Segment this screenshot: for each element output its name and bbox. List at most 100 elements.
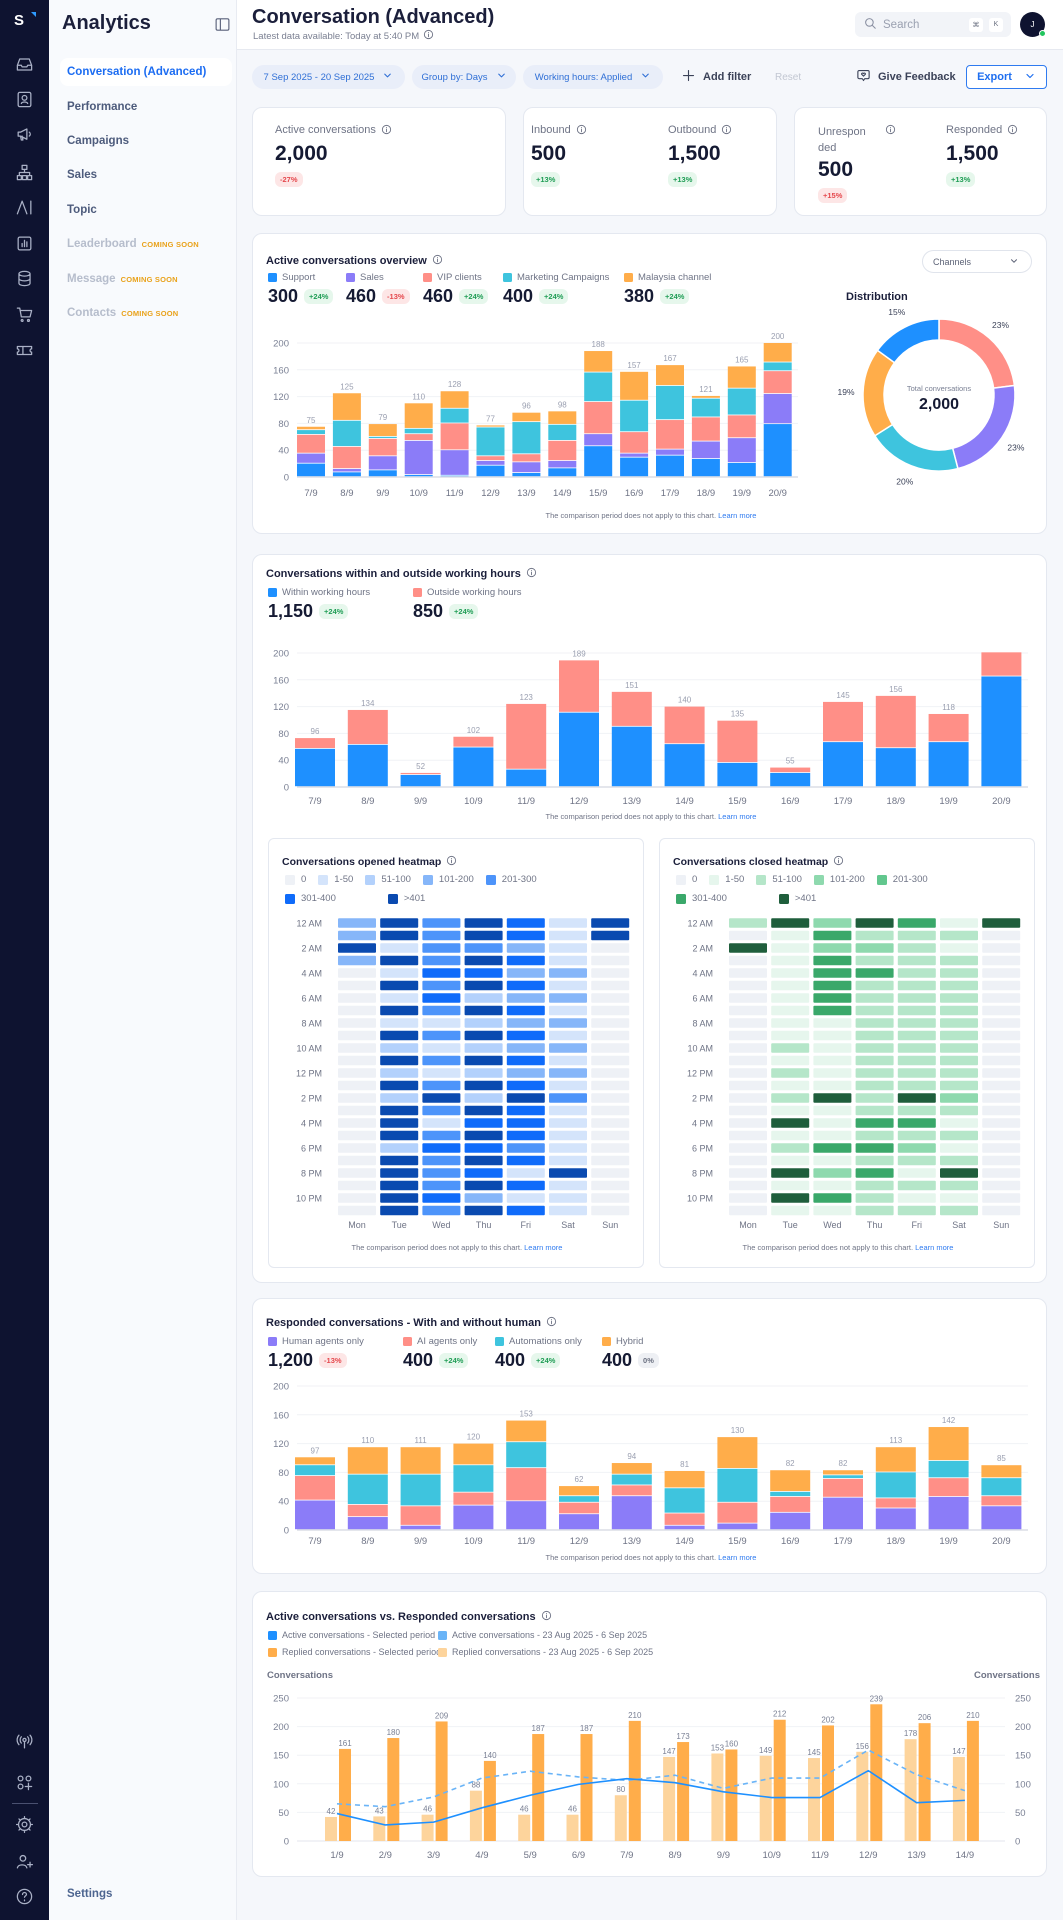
- heatmap-cell[interactable]: [940, 980, 978, 991]
- heatmap-cell[interactable]: [338, 1018, 376, 1028]
- heatmap-cell[interactable]: [940, 1143, 978, 1153]
- bar-segment-hybrid[interactable]: [347, 1447, 388, 1474]
- heatmap-cell[interactable]: [897, 1055, 936, 1066]
- bar-segment-sales[interactable]: [368, 456, 397, 470]
- channels-dropdown[interactable]: Channels: [922, 250, 1032, 273]
- info-icon-wrap[interactable]: [446, 855, 457, 869]
- bar-segment-ai-agents-only[interactable]: [453, 1492, 494, 1505]
- bar-replied-previous[interactable]: [373, 1816, 386, 1841]
- heatmap-cell[interactable]: [506, 955, 545, 966]
- heatmap-cell[interactable]: [982, 1143, 1021, 1153]
- heatmap-cell[interactable]: [855, 1030, 894, 1041]
- info-icon-wrap[interactable]: [576, 124, 587, 138]
- learn-more-link[interactable]: Learn more: [718, 1553, 757, 1562]
- working-hours-filter[interactable]: Working hours: Applied: [523, 65, 663, 89]
- heatmap-cell[interactable]: [506, 1018, 545, 1028]
- bar-segment-ai-agents-only[interactable]: [559, 1502, 599, 1514]
- heatmap-cell[interactable]: [771, 955, 810, 966]
- bar-segment-sales[interactable]: [512, 462, 541, 473]
- heatmap-cell[interactable]: [549, 968, 587, 978]
- bar-segment-outside-working-hours[interactable]: [295, 738, 335, 749]
- heatmap-cell[interactable]: [729, 918, 767, 928]
- bar-segment-marketing-campaigns[interactable]: [297, 430, 325, 434]
- bar-segment-hybrid[interactable]: [400, 1447, 441, 1474]
- bar-replied-selected[interactable]: [773, 1719, 786, 1841]
- heatmap-cell[interactable]: [380, 1168, 419, 1178]
- heatmap-cell[interactable]: [897, 1143, 936, 1153]
- bar-segment-sales[interactable]: [584, 434, 613, 446]
- bar-replied-selected[interactable]: [339, 1748, 351, 1841]
- bar-segment-marketing-campaigns[interactable]: [656, 385, 684, 420]
- heatmap-cell[interactable]: [771, 1005, 810, 1016]
- bar-replied-previous[interactable]: [952, 1756, 965, 1841]
- bar-segment-within-working-hours[interactable]: [453, 747, 494, 787]
- heatmap-cell[interactable]: [813, 993, 852, 1003]
- heatmap-cell[interactable]: [855, 930, 894, 941]
- info-icon-wrap[interactable]: [833, 855, 844, 869]
- heatmap-cell[interactable]: [771, 1030, 810, 1041]
- bar-segment-marketing-campaigns[interactable]: [691, 398, 720, 417]
- heatmap-cell[interactable]: [897, 993, 936, 1003]
- heatmap-cell[interactable]: [338, 1193, 376, 1203]
- heatmap-cell[interactable]: [813, 1168, 852, 1178]
- bar-segment-hybrid[interactable]: [295, 1457, 335, 1465]
- bar-segment-within-working-hours[interactable]: [506, 769, 547, 787]
- legend-item[interactable]: Within working hours 1,150 +24%: [268, 587, 370, 622]
- heatmap-cell[interactable]: [591, 1068, 630, 1078]
- heatmap-cell[interactable]: [422, 918, 461, 928]
- heatmap-cell[interactable]: [549, 930, 587, 941]
- bar-replied-selected[interactable]: [918, 1723, 931, 1841]
- bar-segment-support[interactable]: [404, 474, 433, 477]
- legend-item[interactable]: Marketing Campaigns 400 +24%: [503, 272, 609, 307]
- bar-segment-human-agents-only[interactable]: [559, 1514, 599, 1530]
- bar-segment-automations-only[interactable]: [559, 1496, 599, 1502]
- heatmap-cell[interactable]: [422, 1030, 461, 1041]
- bar-segment-marketing-campaigns[interactable]: [440, 408, 469, 423]
- heatmap-cell[interactable]: [422, 1105, 461, 1116]
- heatmap-cell[interactable]: [729, 930, 767, 941]
- heatmap-cell[interactable]: [855, 1168, 894, 1178]
- bar-segment-marketing-campaigns[interactable]: [332, 420, 361, 447]
- bar-segment-outside-working-hours[interactable]: [981, 652, 1022, 676]
- heatmap-cell[interactable]: [813, 1130, 852, 1141]
- bar-segment-automations-only[interactable]: [717, 1468, 758, 1502]
- heatmap-cell[interactable]: [982, 1130, 1021, 1141]
- bar-segment-marketing-campaigns[interactable]: [584, 372, 613, 402]
- bar-segment-marketing-campaigns[interactable]: [368, 436, 397, 439]
- bar-segment-sales[interactable]: [620, 453, 649, 457]
- bar-segment-automations-only[interactable]: [823, 1475, 863, 1479]
- learn-more-link[interactable]: Learn more: [915, 1243, 954, 1252]
- bar-segment-human-agents-only[interactable]: [928, 1496, 969, 1530]
- heatmap-cell[interactable]: [897, 1093, 936, 1103]
- bar-segment-automations-only[interactable]: [981, 1478, 1022, 1496]
- bar-segment-automations-only[interactable]: [928, 1460, 969, 1478]
- rail-item-ai[interactable]: [12, 195, 36, 219]
- heatmap-cell[interactable]: [940, 1005, 978, 1016]
- bar-segment-hybrid[interactable]: [770, 1470, 811, 1492]
- heatmap-cell[interactable]: [897, 918, 936, 928]
- heatmap-cell[interactable]: [380, 1080, 419, 1091]
- sidebar-item-sales[interactable]: Sales: [60, 161, 232, 189]
- bar-segment-vip-clients[interactable]: [476, 456, 505, 461]
- heatmap-cell[interactable]: [729, 980, 767, 991]
- heatmap-cell[interactable]: [338, 1080, 376, 1091]
- bar-segment-support[interactable]: [440, 475, 469, 477]
- group-by-filter[interactable]: Group by: Days: [412, 65, 516, 89]
- bar-segment-malaysia-channel[interactable]: [332, 393, 361, 420]
- heatmap-cell[interactable]: [591, 993, 630, 1003]
- heatmap-cell[interactable]: [464, 1068, 503, 1078]
- heatmap-cell[interactable]: [422, 993, 461, 1003]
- bar-segment-marketing-campaigns[interactable]: [620, 400, 649, 432]
- heatmap-cell[interactable]: [422, 1143, 461, 1153]
- panel-toggle-icon[interactable]: [214, 16, 231, 33]
- bar-segment-malaysia-channel[interactable]: [584, 351, 613, 372]
- heatmap-cell[interactable]: [855, 1118, 894, 1128]
- bar-segment-hybrid[interactable]: [559, 1486, 599, 1496]
- heatmap-cell[interactable]: [982, 1018, 1021, 1028]
- heatmap-cell[interactable]: [940, 930, 978, 941]
- heatmap-cell[interactable]: [380, 955, 419, 966]
- bar-segment-support[interactable]: [512, 472, 541, 477]
- heatmap-cell[interactable]: [506, 1005, 545, 1016]
- bar-replied-previous[interactable]: [711, 1753, 724, 1841]
- rail-item-ticket[interactable]: [12, 338, 36, 362]
